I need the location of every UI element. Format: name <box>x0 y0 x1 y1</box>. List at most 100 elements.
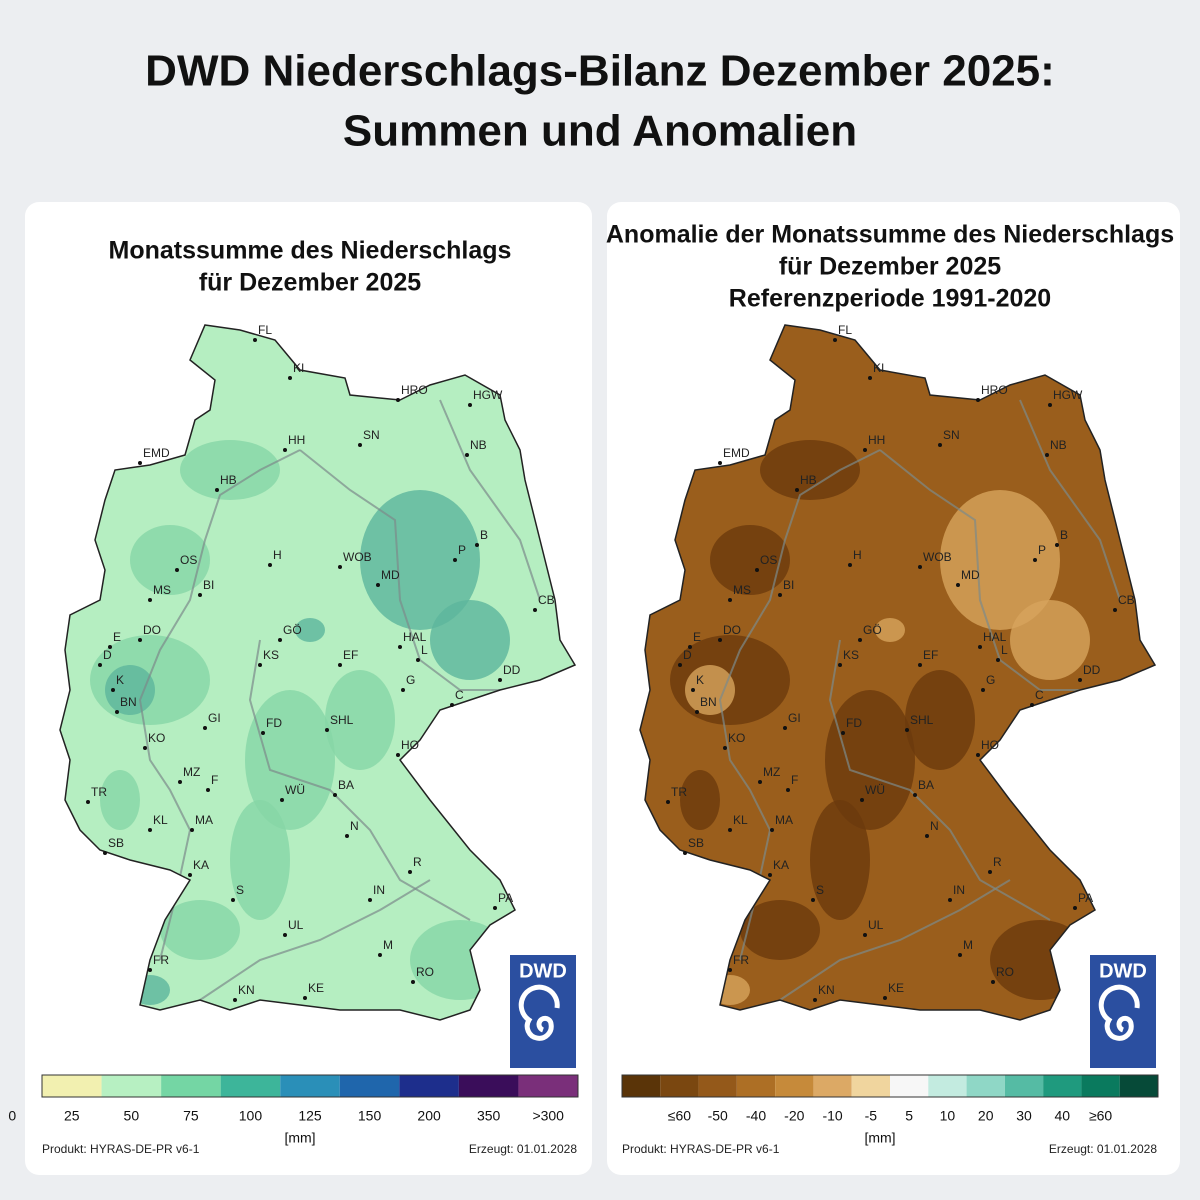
logo-text: DWD <box>519 960 567 982</box>
city-label: BI <box>783 578 794 592</box>
legend-label: -5 <box>865 1108 878 1124</box>
city-label: MD <box>961 568 980 582</box>
precip-patch <box>230 800 290 920</box>
city-label: C <box>455 688 464 702</box>
legend-label: 20 <box>978 1108 994 1124</box>
city-dot <box>991 980 995 984</box>
city-dot <box>863 933 867 937</box>
city-dot <box>666 800 670 804</box>
city-label: C <box>1035 688 1044 702</box>
city-label: SB <box>688 836 704 850</box>
city-label: WÜ <box>285 783 305 797</box>
city-label: HGW <box>1053 388 1083 402</box>
city-dot <box>465 453 469 457</box>
legend-swatch <box>928 1075 967 1097</box>
precip-patch <box>295 618 325 642</box>
precip-patch <box>245 690 335 830</box>
precip-patch <box>875 618 905 642</box>
city-dot <box>203 726 207 730</box>
city-dot <box>325 728 329 732</box>
city-label: RO <box>996 965 1014 979</box>
city-label: E <box>113 630 121 644</box>
border-line <box>248 639 471 921</box>
city-label: FR <box>153 953 169 967</box>
created-note: Erzeugt: 01.01.2028 <box>1049 1142 1157 1156</box>
legend-label: 40 <box>1054 1108 1070 1124</box>
legend-label: 75 <box>183 1108 199 1124</box>
city-label: HAL <box>983 630 1007 644</box>
city-label: PA <box>1078 891 1093 905</box>
legend-swatch <box>851 1075 890 1097</box>
city-dot <box>416 658 420 662</box>
city-dot <box>86 800 90 804</box>
city-dot <box>148 598 152 602</box>
city-label: MZ <box>763 765 780 779</box>
legend-label: 0 <box>8 1108 16 1124</box>
city-label: GI <box>788 711 801 725</box>
city-dot <box>533 608 537 612</box>
border-line <box>1019 399 1121 601</box>
city-dot <box>376 583 380 587</box>
city-dot <box>338 565 342 569</box>
city-label: KA <box>193 858 209 872</box>
city-dot <box>148 828 152 832</box>
city-dot <box>728 968 732 972</box>
city-label: M <box>963 938 973 952</box>
city-dot <box>283 933 287 937</box>
city-dot <box>718 461 722 465</box>
city-dot <box>258 663 262 667</box>
legend-swatch <box>736 1075 776 1097</box>
city-label: PA <box>498 891 513 905</box>
city-label: WOB <box>923 550 952 564</box>
legend-label: ≤60 <box>668 1108 691 1124</box>
city-label: H <box>273 548 282 562</box>
precip-patch <box>825 690 915 830</box>
city-dot <box>398 645 402 649</box>
city-label: FD <box>266 716 282 730</box>
precip-patch <box>760 440 860 500</box>
panel: Monatssumme des Niederschlags für Dezembe… <box>8 237 579 1156</box>
city-label: FL <box>838 323 852 337</box>
legend-unit: [mm] <box>284 1130 315 1146</box>
city-dot <box>1048 403 1052 407</box>
legend-swatch <box>698 1075 737 1097</box>
city-dot <box>98 663 102 667</box>
city-dot <box>401 688 405 692</box>
city-dot <box>111 688 115 692</box>
legend-label: >300 <box>532 1108 564 1124</box>
city-dot <box>280 798 284 802</box>
city-label: IN <box>373 883 385 897</box>
legend-swatch <box>101 1075 162 1097</box>
legend-label: 5 <box>905 1108 913 1124</box>
city-dot <box>148 968 152 972</box>
legend-label: 100 <box>239 1108 263 1124</box>
city-dot <box>755 568 759 572</box>
legend-swatch <box>1043 1075 1082 1097</box>
city-label: SN <box>363 428 380 442</box>
city-label: GÖ <box>283 623 302 637</box>
city-label: BI <box>203 578 214 592</box>
city-label: EMD <box>143 446 170 460</box>
city-label: L <box>421 643 428 657</box>
city-label: E <box>693 630 701 644</box>
city-dot <box>178 780 182 784</box>
city-dot <box>948 898 952 902</box>
precip-patch <box>685 665 735 715</box>
legend-swatch <box>1119 1075 1158 1097</box>
city-label: FL <box>258 323 272 337</box>
city-label: D <box>683 648 692 662</box>
city-dot <box>996 658 1000 662</box>
page-title: Summen und Anomalien <box>343 107 857 156</box>
legend-frame <box>41 1074 579 1098</box>
city-dot <box>860 798 864 802</box>
city-dot <box>188 873 192 877</box>
city-label: H <box>853 548 862 562</box>
city-dot <box>108 645 112 649</box>
city-label: HH <box>288 433 305 447</box>
city-dot <box>453 558 457 562</box>
precip-patch <box>905 670 975 770</box>
city-label: K <box>696 673 704 687</box>
city-dot <box>288 376 292 380</box>
precip-patch <box>360 490 480 630</box>
city-dot <box>493 906 497 910</box>
